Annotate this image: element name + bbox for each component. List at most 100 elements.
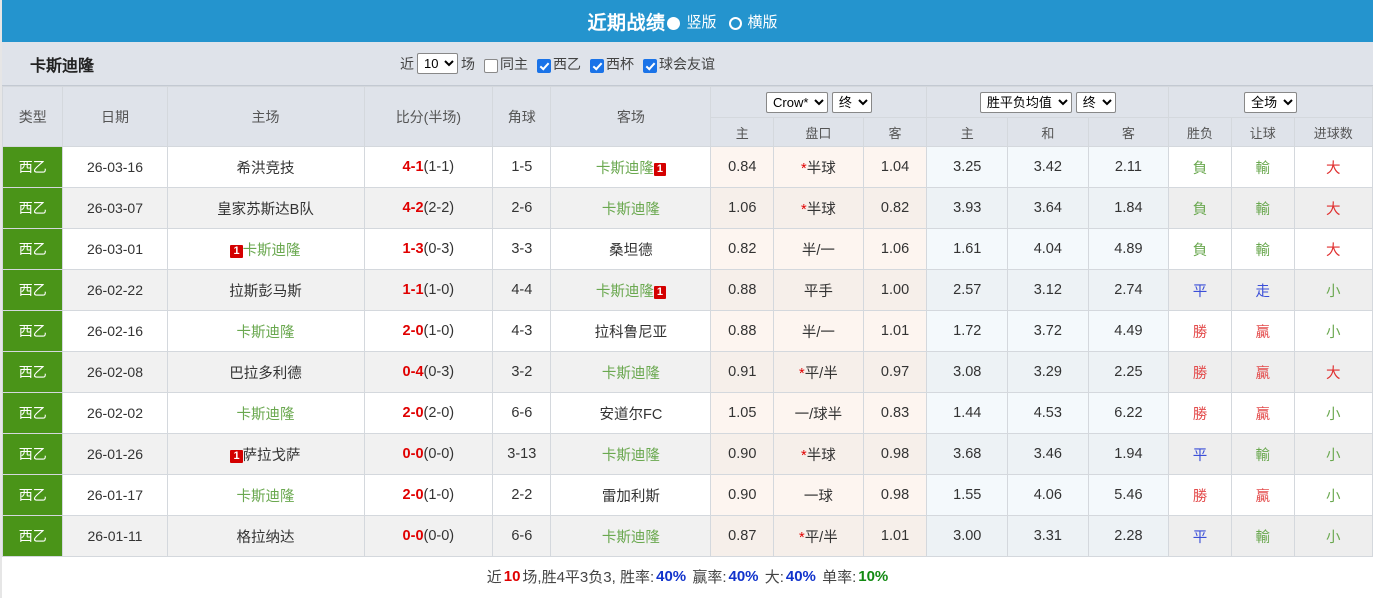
cell-handicap-result: 贏 bbox=[1230, 474, 1295, 516]
team-name: 卡斯迪隆 bbox=[595, 160, 654, 177]
cell-win-loss-result: 勝 bbox=[1168, 310, 1232, 352]
radio-horizontal-layout[interactable] bbox=[728, 16, 742, 30]
cell-away-team[interactable]: 卡斯迪隆 1 bbox=[550, 146, 712, 188]
cell-date: 26-02-08 bbox=[62, 351, 168, 393]
team-name: 巴拉多利德 bbox=[229, 365, 302, 382]
team-name: 卡斯迪隆 bbox=[601, 201, 660, 218]
same-home-label[interactable]: 同主 bbox=[500, 55, 528, 72]
cell-handicap-result: 輸 bbox=[1230, 433, 1295, 475]
team-name: 卡斯迪隆 bbox=[242, 242, 301, 259]
league-friendly-label[interactable]: 球会友谊 bbox=[659, 55, 715, 72]
col-header-euro-draw: 和 bbox=[1007, 117, 1089, 147]
cell-home-team[interactable]: 卡斯迪隆 bbox=[166, 474, 365, 516]
cell-corners: 6-6 bbox=[492, 515, 552, 557]
cell-euro-home-odds: 3.00 bbox=[926, 515, 1009, 557]
footer-match-count: 10 bbox=[503, 567, 521, 585]
cell-home-team[interactable]: 巴拉多利德 bbox=[166, 351, 365, 393]
footer-profit-rate: 40% bbox=[728, 567, 759, 585]
cell-goal-total-result: 小 bbox=[1293, 433, 1373, 475]
cell-score[interactable]: 4-1(1-1) bbox=[363, 146, 494, 188]
cell-home-team[interactable]: 希洪竞技 bbox=[166, 146, 365, 188]
cell-score[interactable]: 1-3(0-3) bbox=[363, 228, 494, 270]
cell-score[interactable]: 4-2(2-2) bbox=[363, 187, 494, 229]
cell-score[interactable]: 0-0(0-0) bbox=[363, 515, 494, 557]
cell-away-team[interactable]: 桑坦德 bbox=[550, 228, 712, 270]
cell-league-type: 西乙 bbox=[1, 187, 64, 229]
half-time-score: (1-0) bbox=[423, 487, 455, 503]
star-icon: * bbox=[801, 447, 807, 464]
cell-away-team[interactable]: 卡斯迪隆 bbox=[550, 187, 712, 229]
league-seg-label[interactable]: 西乙 bbox=[553, 55, 581, 72]
table-row[interactable]: 西乙 26-03-07 皇家苏斯达B队 4-2(2-2) 2-6 卡斯迪隆 1.06 *半球 0… bbox=[1, 187, 1373, 229]
cell-score[interactable]: 2-0(1-0) bbox=[363, 310, 494, 352]
cell-asia-home-odds: 0.91 bbox=[710, 351, 775, 393]
cell-score[interactable]: 2-0(1-0) bbox=[363, 474, 494, 516]
cell-away-team[interactable]: 拉科鲁尼亚 bbox=[550, 310, 712, 352]
cell-away-team[interactable]: 卡斯迪隆 1 bbox=[550, 269, 712, 311]
cell-home-team[interactable]: 格拉纳达 bbox=[166, 515, 365, 557]
cell-handicap-result: 贏 bbox=[1230, 310, 1295, 352]
cell-score[interactable]: 0-4(0-3) bbox=[363, 351, 494, 393]
checkbox-league-cup[interactable] bbox=[590, 58, 604, 73]
cell-goal-total-result: 大 bbox=[1293, 228, 1373, 270]
cell-asia-handicap: *半球 bbox=[773, 433, 864, 475]
cell-goal-total-result: 大 bbox=[1293, 187, 1373, 229]
cell-euro-home-odds: 3.08 bbox=[926, 351, 1009, 393]
cell-corners: 4-3 bbox=[492, 310, 552, 352]
cell-corners: 3-13 bbox=[492, 433, 552, 475]
league-cup-label[interactable]: 西杯 bbox=[606, 55, 634, 72]
cell-asia-away-odds: 0.97 bbox=[862, 351, 928, 393]
asia-company-select[interactable]: Crow* bbox=[766, 91, 828, 113]
scope-select[interactable]: 全场 bbox=[1244, 91, 1298, 113]
team-name: 拉斯彭马斯 bbox=[229, 283, 302, 300]
cell-away-team[interactable]: 雷加利斯 bbox=[550, 474, 712, 516]
col-header-goal-total: 进球数 bbox=[1293, 117, 1373, 147]
cell-score[interactable]: 0-0(0-0) bbox=[363, 433, 494, 475]
team-name: 卡斯迪隆 bbox=[601, 447, 660, 464]
table-row[interactable]: 西乙 26-02-08 巴拉多利德 0-4(0-3) 3-2 卡斯迪隆 0.91 *平/半 0.… bbox=[1, 351, 1373, 393]
euro-company-select[interactable]: 胜平负均值 bbox=[979, 91, 1072, 113]
cell-away-team[interactable]: 卡斯迪隆 bbox=[550, 515, 712, 557]
match-count-select[interactable]: 10 bbox=[417, 53, 458, 74]
cell-home-team[interactable]: 皇家苏斯达B队 bbox=[166, 187, 365, 229]
cell-home-team[interactable]: 卡斯迪隆 bbox=[166, 392, 365, 434]
cell-win-loss-result: 平 bbox=[1168, 269, 1232, 311]
cell-score[interactable]: 2-0(2-0) bbox=[363, 392, 494, 434]
cell-home-team[interactable]: 拉斯彭马斯 bbox=[166, 269, 365, 311]
cell-away-team[interactable]: 卡斯迪隆 bbox=[550, 433, 712, 475]
table-row[interactable]: 西乙 26-02-02 卡斯迪隆 2-0(2-0) 6-6 安道尔FC 1.05 一/球半 0.… bbox=[1, 392, 1373, 434]
cell-home-team[interactable]: 卡斯迪隆 bbox=[166, 310, 365, 352]
page-title: 近期战绩 bbox=[587, 12, 666, 34]
table-header-row-top: 类型 日期 主场 比分(半场) 角球 客场 Crow* 终 胜平负均值 bbox=[1, 86, 1373, 147]
checkbox-league-friendly[interactable] bbox=[643, 58, 657, 73]
cell-score[interactable]: 1-1(1-0) bbox=[363, 269, 494, 311]
cell-away-team[interactable]: 卡斯迪隆 bbox=[550, 351, 712, 393]
cell-home-team[interactable]: 1 萨拉戈萨 bbox=[166, 433, 365, 475]
table-row[interactable]: 西乙 26-01-26 1 萨拉戈萨 0-0(0-0) 3-13 卡斯迪隆 0.90 *半球 0.… bbox=[1, 433, 1373, 475]
footer-big-rate: 40% bbox=[785, 567, 816, 585]
cell-handicap-result: 贏 bbox=[1230, 351, 1295, 393]
radio-vertical-label[interactable]: 竖版 bbox=[686, 13, 717, 31]
red-card-badge: 1 bbox=[230, 449, 243, 463]
col-header-win-loss: 胜负 bbox=[1168, 117, 1232, 147]
table-row[interactable]: 西乙 26-03-16 希洪竞技 4-1(1-1) 1-5 卡斯迪隆 1 0.84 *半球 1.0… bbox=[1, 146, 1373, 188]
radio-vertical-layout[interactable] bbox=[667, 16, 681, 30]
checkbox-same-home[interactable] bbox=[484, 58, 498, 73]
cell-home-team[interactable]: 1 卡斯迪隆 bbox=[166, 228, 365, 270]
half-time-score: (0-3) bbox=[423, 241, 455, 257]
cell-asia-away-odds: 1.01 bbox=[862, 515, 928, 557]
table-row[interactable]: 西乙 26-01-17 卡斯迪隆 2-0(1-0) 2-2 雷加利斯 0.90 一球 0.98 1… bbox=[1, 474, 1373, 516]
cell-win-loss-result: 勝 bbox=[1168, 351, 1232, 393]
table-row[interactable]: 西乙 26-03-01 1 卡斯迪隆 1-3(0-3) 3-3 桑坦德 0.82 半/一 1.06… bbox=[1, 228, 1373, 270]
cell-asia-home-odds: 0.88 bbox=[710, 269, 775, 311]
table-row[interactable]: 西乙 26-02-22 拉斯彭马斯 1-1(1-0) 4-4 卡斯迪隆 1 0.88 平手 1.0… bbox=[1, 269, 1373, 311]
checkbox-league-seg[interactable] bbox=[537, 58, 551, 73]
cell-away-team[interactable]: 安道尔FC bbox=[550, 392, 712, 434]
table-row[interactable]: 西乙 26-02-16 卡斯迪隆 2-0(1-0) 4-3 拉科鲁尼亚 0.88 半/一 1.0… bbox=[1, 310, 1373, 352]
cell-euro-away-odds: 5.46 bbox=[1087, 474, 1170, 516]
table-row[interactable]: 西乙 26-01-11 格拉纳达 0-0(0-0) 6-6 卡斯迪隆 0.87 *平/半 1.0… bbox=[1, 515, 1373, 557]
euro-time-select[interactable]: 终 bbox=[1075, 91, 1116, 113]
radio-horizontal-label[interactable]: 横版 bbox=[747, 13, 778, 31]
asia-time-select[interactable]: 终 bbox=[831, 91, 872, 113]
